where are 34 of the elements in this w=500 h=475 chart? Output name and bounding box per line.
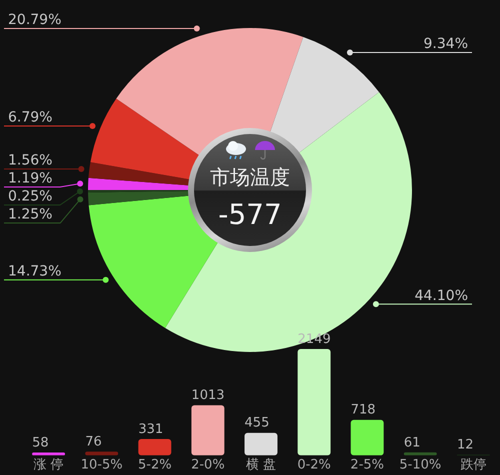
data-label: 61 [404,435,420,450]
data-label: 1013 [191,388,225,404]
data-label: 718 [350,402,376,418]
x-tick-label: 2-0% [191,458,225,473]
data-label: 455 [244,416,270,431]
data-label: 331 [138,422,164,437]
text: -577 [217,198,283,231]
x-tick-label: 10-5% [80,458,123,473]
x-tick-label: 横 盘 [246,458,276,473]
x-tick-label: 5-10% [399,458,442,473]
data-label: 14.73% [8,264,62,280]
bar [191,405,224,456]
x-tick-label: 2-5% [350,458,384,473]
bar [298,349,331,456]
bar [85,452,118,456]
text: 市场温度 [209,164,291,191]
data-label: 44.10% [414,288,468,304]
x-tick-label: 跌停 [460,458,486,473]
bar [138,439,172,456]
data-label: 1.56% [8,152,52,169]
data-label: 1.19% [8,170,52,187]
bar [244,432,278,456]
data-label: 6.79% [8,110,52,126]
bar [350,420,384,456]
data-label: 1.25% [8,206,52,223]
data-label: 76 [85,434,102,450]
x-tick-label: 0-2% [297,458,331,473]
data-label: 0.25% [8,188,52,205]
data-label: 12 [456,438,474,453]
data-label: 9.34% [424,36,468,52]
x-tick-label: 涨 停 [33,458,64,473]
data-label: 20.79% [8,12,62,28]
x-tick-label: 5-2% [138,458,172,473]
data-label: 58 [32,435,49,450]
